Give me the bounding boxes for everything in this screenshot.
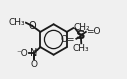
Text: CH₂: CH₂ [74,23,90,32]
Text: CH₃: CH₃ [73,44,90,53]
Text: O=: O= [60,35,75,44]
Text: O: O [28,21,36,31]
Text: S: S [76,29,86,42]
Text: ⁻O: ⁻O [17,49,29,58]
Text: =O: =O [86,27,101,36]
Text: CH₃: CH₃ [9,18,26,27]
Text: N: N [30,48,37,58]
Text: +: + [33,48,38,54]
Text: O: O [30,60,37,69]
